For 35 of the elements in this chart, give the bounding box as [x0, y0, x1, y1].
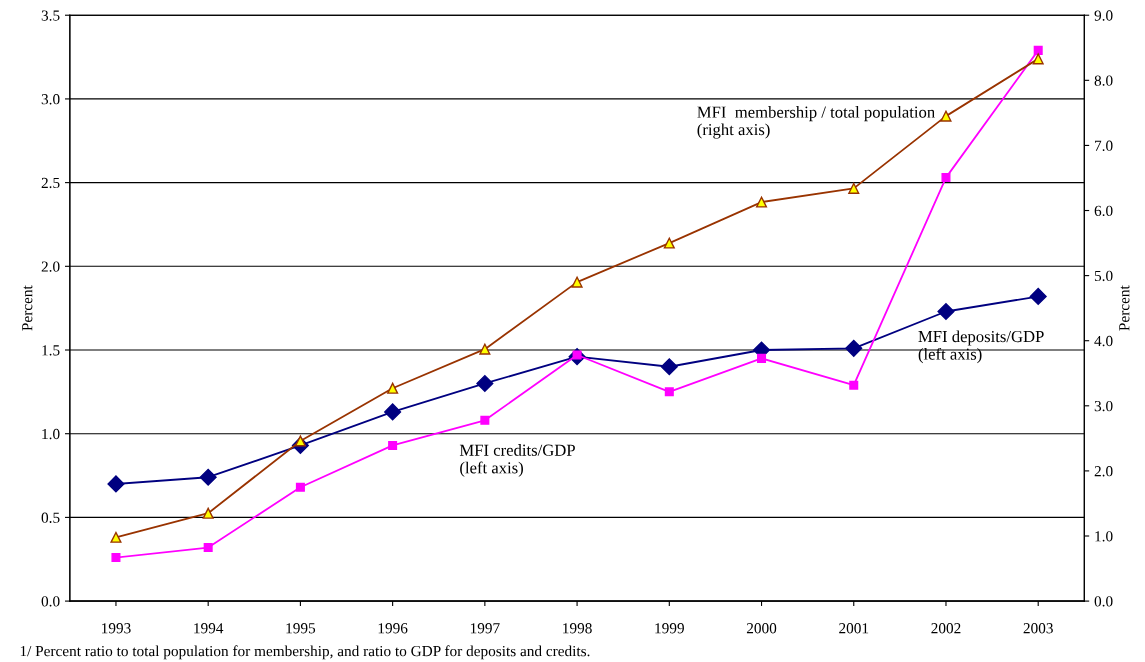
x-tick-label: 2000: [746, 623, 777, 634]
x-tick-label: 1995: [286, 623, 316, 634]
y2-tick-label: 8.0: [1094, 75, 1113, 86]
y2-tick-label: 0.0: [1094, 596, 1113, 607]
y2-tick-label: 6.0: [1094, 205, 1113, 217]
y-tick-label: 0.0: [41, 596, 60, 607]
x-tick-label: 2003: [1023, 623, 1053, 634]
annotation: MFI membership / total population (right axis): [697, 106, 935, 139]
y-axis-title: Percent: [22, 285, 33, 331]
annotation: MFI deposits/GDP (left axis): [918, 330, 1044, 364]
x-tick-label: 1997: [470, 623, 500, 634]
y-tick-label: 2.5: [41, 177, 60, 189]
y2-tick-label: 3.0: [1094, 400, 1113, 412]
y-tick-label: 1.0: [42, 428, 60, 440]
x-tick-label: 1996: [378, 623, 408, 634]
text: 1/ Percent ratio to total population for membership, and ratio to GDP for deposits and credits.: [20, 645, 590, 660]
x-tick-label: 1998: [563, 623, 592, 634]
y-tick-label: 2.0: [41, 261, 60, 272]
annotation: MFI credits/GDP (left axis): [459, 444, 575, 477]
y2-tick-label: 4.0: [1094, 335, 1113, 347]
y2-tick-label: 2.0: [1094, 466, 1113, 477]
y2-tick-label: 1.0: [1095, 531, 1113, 542]
y2-tick-label: 5.0: [1094, 270, 1113, 282]
y-tick-label: 0.5: [41, 512, 60, 523]
x-tick-label: 2001: [839, 623, 869, 634]
x-tick-label: 2002: [931, 623, 961, 634]
y2-axis-title: Percent: [1119, 285, 1130, 331]
y2-tick-label: 7.0: [1095, 140, 1113, 151]
x-tick-label: 1994: [194, 623, 224, 634]
x-tick-label: 1999: [655, 623, 684, 634]
y-tick-label: 3.0: [41, 94, 60, 105]
y-tick-label: 3.5: [41, 10, 60, 21]
x-tick-label: 1993: [102, 623, 131, 634]
y-tick-label: 1.5: [42, 345, 60, 356]
y2-tick-label: 9.0: [1094, 10, 1113, 21]
